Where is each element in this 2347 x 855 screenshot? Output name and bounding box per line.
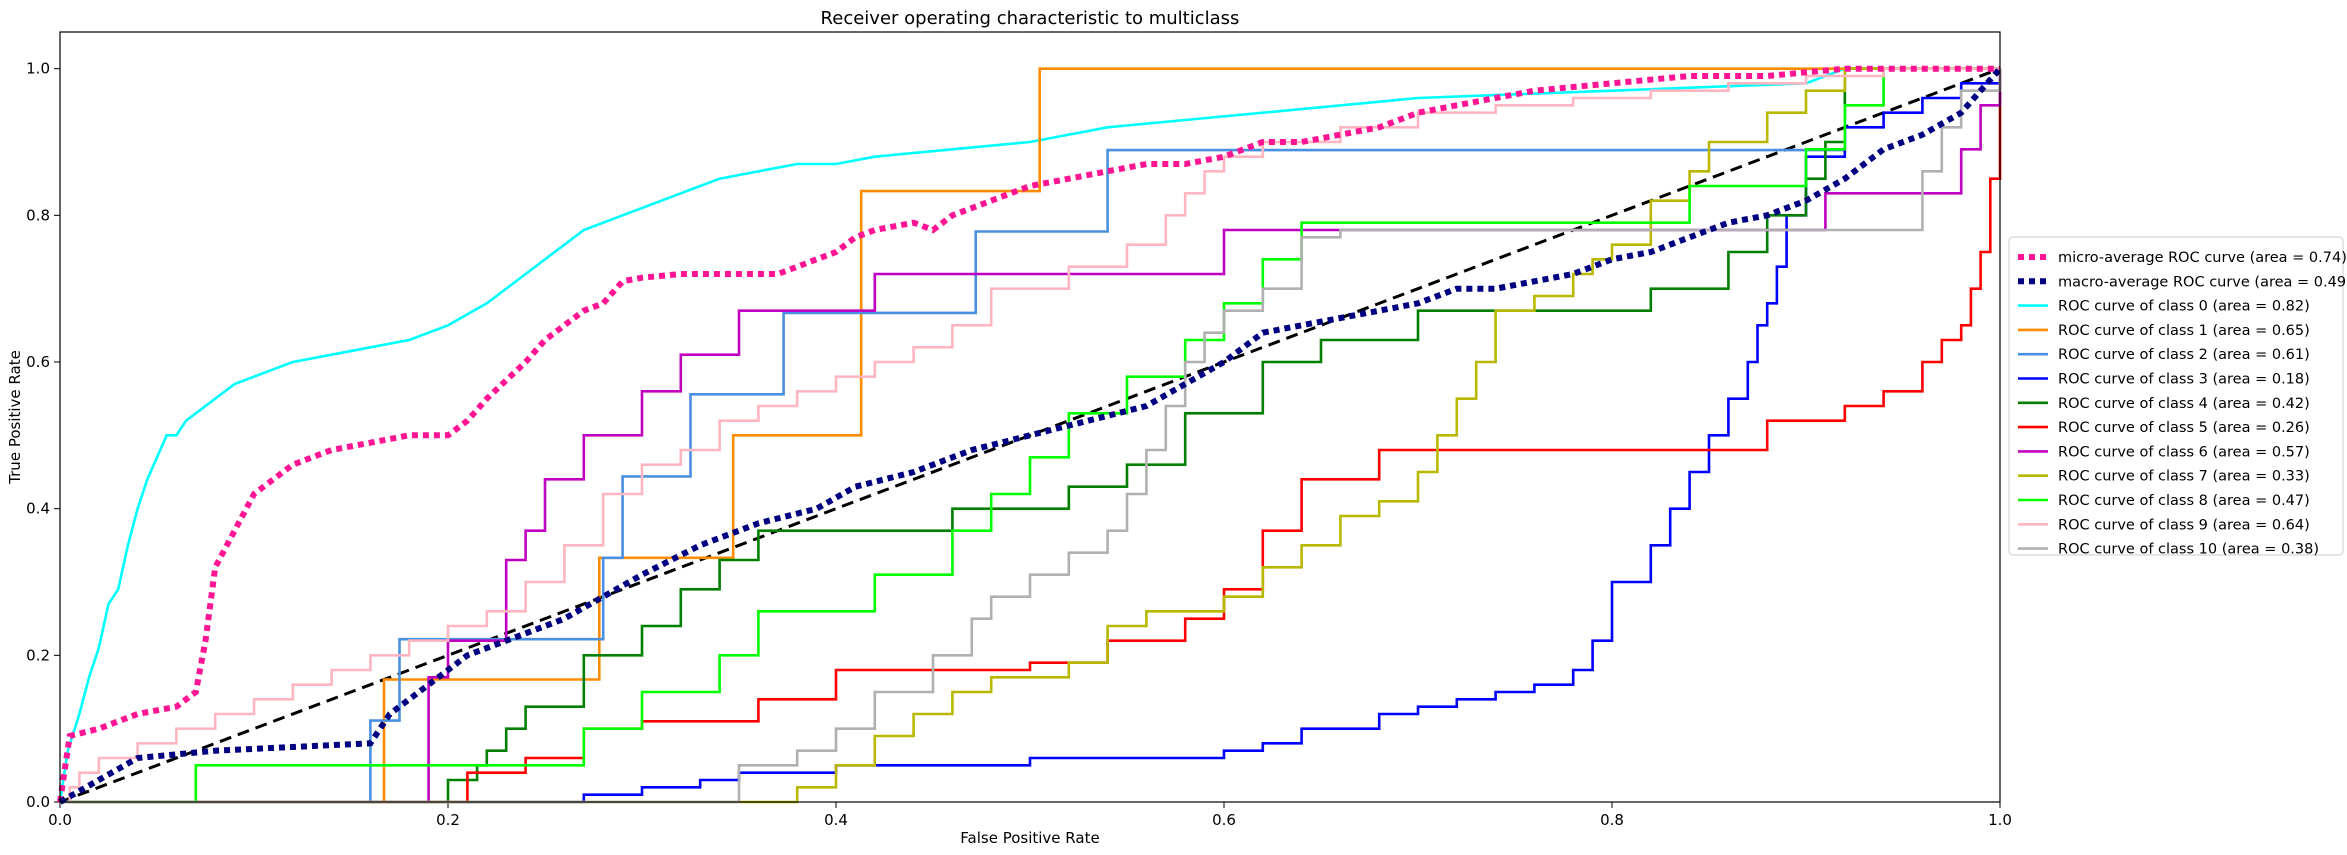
x-tick-label-0: 0.0 [48,811,72,829]
series-line-1 [58,66,2003,805]
series-line-6 [60,67,2000,804]
y-tick-label-3: 0.6 [26,353,50,371]
plot-frame [59,31,2001,803]
x-axis-label: False Positive Rate [960,829,1099,847]
y-tick-label-1: 0.2 [26,646,50,664]
series-line-11 [60,67,2000,804]
legend-entry-2: ROC curve of class 0 (area = 0.82) [2058,299,2310,315]
x-tick-label-4: 0.8 [1600,811,1624,829]
series-layer [57,65,2003,805]
series-line-10 [60,67,2000,804]
legend-entry-5: ROC curve of class 3 (area = 0.18) [2058,372,2310,388]
x-tick-label-3: 0.6 [1212,811,1236,829]
x-tick-label-2: 0.4 [824,811,848,829]
y-tick-label-0: 0.0 [26,793,50,811]
y-axis-label: True Positive Rate [6,350,24,485]
legend-entry-9: ROC curve of class 7 (area = 0.33) [2058,469,2310,485]
plot-area [60,32,2000,802]
legend-entry-7: ROC curve of class 5 (area = 0.26) [2058,420,2310,436]
legend-entry-6: ROC curve of class 4 (area = 0.42) [2058,396,2310,412]
legend-entry-1: macro-average ROC curve (area = 0.49) [2058,274,2347,290]
x-tick-label-1: 0.2 [436,811,460,829]
chart-title: Receiver operating characteristic to mul… [821,8,1240,29]
legend-entry-10: ROC curve of class 8 (area = 0.47) [2058,493,2310,509]
legend-entry-11: ROC curve of class 9 (area = 0.64) [2058,517,2310,533]
legend: micro-average ROC curve (area = 0.74) mac… [2008,236,2347,558]
legend-entry-12: ROC curve of class 10 (area = 0.38) [2058,542,2319,558]
series-line-7 [60,68,2002,804]
legend-box [2008,236,2344,556]
series-line-3 [60,67,2000,804]
legend-entry-8: ROC curve of class 6 (area = 0.57) [2058,444,2310,460]
axis-ticks: 0.0 0.2 0.4 0.6 0.8 1.0 0.0 0.2 0.4 0.6 0.8 1.0 [26,60,2012,829]
y-tick-label-4: 0.8 [26,206,50,224]
x-tick-label-5: 1.0 [1988,811,2012,829]
legend-entry-4: ROC curve of class 2 (area = 0.61) [2058,347,2310,363]
series-line-2 [58,67,1846,803]
legend-entry-3: ROC curve of class 1 (area = 0.65) [2058,323,2310,339]
legend-entry-0: micro-average ROC curve (area = 0.74) [2058,250,2347,266]
series-line-12 [60,68,2002,804]
y-tick-label-5: 1.0 [26,60,50,78]
series-line-0 [57,65,2000,803]
series-line-4 [60,67,2000,804]
y-tick-label-2: 0.4 [26,500,50,518]
